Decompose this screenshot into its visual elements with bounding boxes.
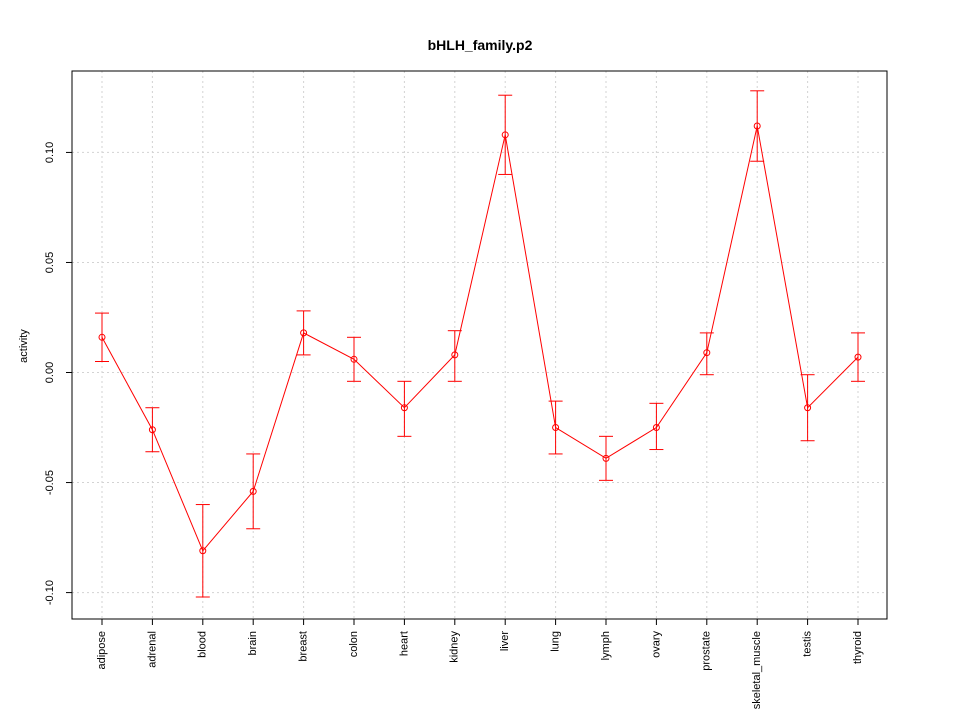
data-point (300, 329, 308, 337)
x-tick-label: prostate (701, 631, 713, 671)
data-point (501, 131, 509, 139)
x-tick-label: liver (499, 631, 511, 652)
x-axis: adipose adrenal blood brain breast colon heart… (96, 619, 864, 709)
x-tick-label: adipose (96, 631, 108, 670)
y-tick-label: 0.00 (44, 362, 56, 383)
y-tick-label: 0.05 (44, 252, 56, 273)
y-axis: -0.10 -0.05 0.00 0.05 0.10 (44, 142, 72, 605)
x-tick-label: thyroid (852, 631, 864, 664)
data-point (804, 404, 812, 412)
data-point (249, 487, 257, 495)
x-tick-label: heart (398, 631, 410, 656)
y-tick-label: 0.10 (44, 142, 56, 163)
x-tick-label: kidney (449, 631, 461, 663)
data-point (602, 454, 610, 462)
data-point (753, 122, 761, 130)
data-point (451, 351, 459, 359)
data-point (199, 547, 207, 555)
x-tick-label: colon (348, 631, 360, 657)
data-point (854, 353, 862, 361)
data-point (652, 424, 660, 432)
y-tick-label: -0.05 (44, 470, 56, 495)
data-point (350, 355, 358, 363)
data-point (400, 404, 408, 412)
series-activity (95, 90, 865, 598)
x-tick-label: breast (298, 631, 310, 662)
x-tick-label: adrenal (146, 631, 158, 668)
x-tick-label: lymph (600, 631, 612, 660)
data-point (552, 424, 560, 432)
y-tick-label: -0.10 (44, 580, 56, 605)
plot-frame (71, 70, 888, 620)
x-tick-label: ovary (650, 631, 662, 658)
grid (72, 71, 887, 619)
data-point (148, 426, 156, 434)
chart-title: bHLH_family.p2 (428, 37, 533, 53)
data-point (98, 333, 106, 341)
x-tick-label: lung (550, 631, 562, 652)
x-tick-label: blood (197, 631, 209, 658)
x-tick-label: testis (802, 631, 814, 657)
series-line (101, 125, 859, 552)
data-point (703, 349, 711, 357)
x-tick-label: brain (247, 631, 259, 655)
y-axis-label: activity (18, 329, 30, 363)
x-tick-label: skeletal_muscle (751, 631, 763, 709)
